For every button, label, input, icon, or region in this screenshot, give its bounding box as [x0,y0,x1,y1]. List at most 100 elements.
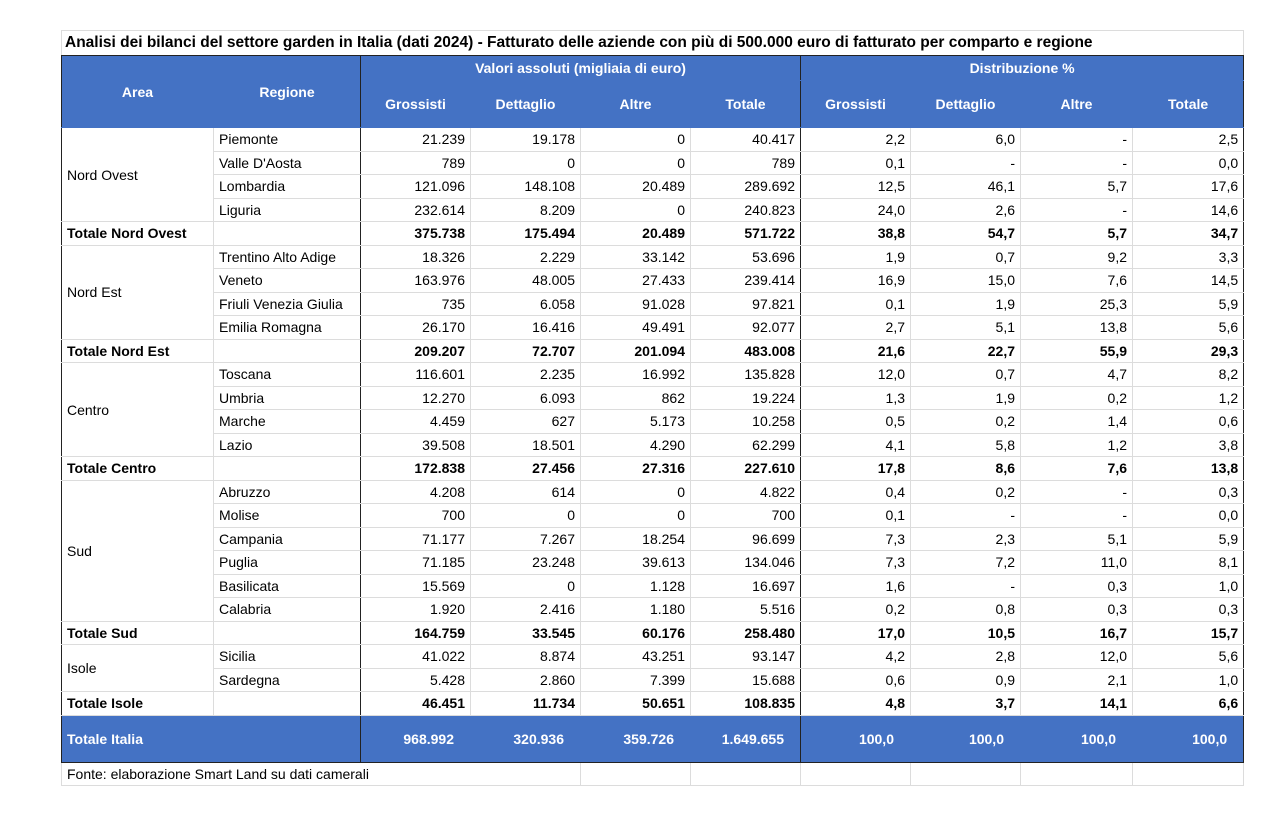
grand-total-label[interactable]: Totale Italia [61,714,361,763]
cell-dettaglio-abs[interactable]: 614 [470,479,581,504]
cell-altre-pct[interactable]: 14,1 [1020,691,1133,716]
cell-dettaglio-pct[interactable]: 54,7 [910,221,1021,246]
area-cell[interactable]: Nord Ovest [61,127,214,222]
cell-grossisti-abs[interactable]: 41.022 [360,644,471,669]
cell-grossisti-abs[interactable]: 172.838 [360,456,471,481]
area-cell[interactable]: Sud [61,479,214,622]
cell-totale-pct[interactable]: 100,0 [1131,714,1245,763]
cell-totale-pct[interactable]: 0,3 [1131,479,1245,504]
cell-dettaglio-abs[interactable]: 0 [470,150,581,175]
cell-altre-abs[interactable]: 0 [580,127,691,152]
cell-totale-abs[interactable]: 483.008 [690,338,801,363]
empty-cell[interactable] [910,761,1021,786]
region-cell[interactable]: Piemonte [213,127,361,152]
cell-grossisti-abs[interactable]: 789 [360,150,471,175]
cell-dettaglio-pct[interactable]: 46,1 [910,174,1021,199]
region-cell[interactable]: Liguria [213,197,361,222]
cell-grossisti-abs[interactable]: 46.451 [360,691,471,716]
cell-dettaglio-pct[interactable]: 7,2 [910,550,1021,575]
total-label[interactable]: Totale Isole [61,691,214,716]
cell-grossisti-pct[interactable]: 4,2 [800,644,911,669]
total-label[interactable]: Totale Nord Est [61,338,214,363]
region-cell[interactable]: Marche [213,409,361,434]
cell-dettaglio-pct[interactable]: 1,9 [910,385,1021,410]
region-cell[interactable]: Molise [213,503,361,528]
cell-totale-pct[interactable]: 0,3 [1131,597,1245,622]
empty-cell[interactable] [690,761,801,786]
cell-totale-abs[interactable]: 93.147 [690,644,801,669]
region-cell[interactable]: Trentino Alto Adige [213,244,361,269]
cell-totale-abs[interactable]: 92.077 [690,315,801,340]
cell-dettaglio-pct[interactable]: 8,6 [910,456,1021,481]
cell-altre-pct[interactable]: 25,3 [1020,291,1133,316]
total-label[interactable]: Totale Sud [61,620,214,645]
cell-totale-abs[interactable]: 53.696 [690,244,801,269]
cell-totale-abs[interactable]: 227.610 [690,456,801,481]
cell-grossisti-pct[interactable]: 38,8 [800,221,911,246]
cell-dettaglio-pct[interactable]: 2,6 [910,197,1021,222]
cell-dettaglio-abs[interactable]: 8.874 [470,644,581,669]
cell-totale-pct[interactable]: 1,0 [1131,573,1245,598]
cell-grossisti-abs[interactable]: 1.920 [360,597,471,622]
cell-grossisti-pct[interactable]: 2,2 [800,127,911,152]
cell-grossisti-abs[interactable]: 15.569 [360,573,471,598]
cell-dettaglio-pct[interactable]: 5,1 [910,315,1021,340]
cell-totale-abs[interactable]: 96.699 [690,526,801,551]
cell-totale-pct[interactable]: 3,3 [1131,244,1245,269]
cell-totale-pct[interactable]: 8,1 [1131,550,1245,575]
cell-altre-pct[interactable]: 5,1 [1020,526,1133,551]
cell-dettaglio-abs[interactable]: 8.209 [470,197,581,222]
cell-dettaglio-pct[interactable]: 100,0 [910,714,1021,763]
cell-dettaglio-pct[interactable]: 2,8 [910,644,1021,669]
cell-grossisti-pct[interactable]: 7,3 [800,526,911,551]
cell-grossisti-abs[interactable]: 209.207 [360,338,471,363]
cell-dettaglio-pct[interactable]: 0,7 [910,362,1021,387]
cell-altre-abs[interactable]: 359.726 [580,714,691,763]
cell-dettaglio-pct[interactable]: 0,8 [910,597,1021,622]
cell-totale-pct[interactable]: 29,3 [1131,338,1245,363]
cell-totale-abs[interactable]: 10.258 [690,409,801,434]
cell-grossisti-pct[interactable]: 2,7 [800,315,911,340]
cell-totale-abs[interactable]: 15.688 [690,667,801,692]
cell-altre-pct[interactable]: 1,2 [1020,432,1133,457]
cell-altre-pct[interactable]: 0,3 [1020,573,1133,598]
cell-dettaglio-pct[interactable]: - [910,503,1021,528]
cell-grossisti-pct[interactable]: 0,2 [800,597,911,622]
cell-grossisti-pct[interactable]: 17,8 [800,456,911,481]
cell-grossisti-abs[interactable]: 39.508 [360,432,471,457]
cell-altre-abs[interactable]: 4.290 [580,432,691,457]
cell-altre-pct[interactable]: 13,8 [1020,315,1133,340]
cell-altre-pct[interactable]: 7,6 [1020,268,1133,293]
cell-dettaglio-abs[interactable]: 0 [470,503,581,528]
cell-totale-abs[interactable]: 108.835 [690,691,801,716]
area-cell[interactable]: Nord Est [61,244,214,340]
cell-totale-pct[interactable]: 0,0 [1131,503,1245,528]
cell-dettaglio-abs[interactable]: 627 [470,409,581,434]
cell-totale-pct[interactable]: 15,7 [1131,620,1245,645]
cell-altre-pct[interactable]: 5,7 [1020,174,1133,199]
cell-dettaglio-pct[interactable]: 3,7 [910,691,1021,716]
cell-grossisti-pct[interactable]: 1,6 [800,573,911,598]
cell-altre-pct[interactable]: 5,7 [1020,221,1133,246]
cell-grossisti-abs[interactable]: 375.738 [360,221,471,246]
region-cell[interactable]: Abruzzo [213,479,361,504]
cell-dettaglio-abs[interactable]: 11.734 [470,691,581,716]
cell-totale-abs[interactable]: 239.414 [690,268,801,293]
cell-dettaglio-abs[interactable]: 18.501 [470,432,581,457]
region-cell[interactable]: Toscana [213,362,361,387]
cell-totale-abs[interactable]: 1.649.655 [690,714,801,763]
cell-totale-pct[interactable]: 6,6 [1131,691,1245,716]
cell-altre-pct[interactable]: 0,3 [1020,597,1133,622]
region-cell[interactable]: Friuli Venezia Giulia [213,291,361,316]
cell-totale-abs[interactable]: 19.224 [690,385,801,410]
cell-totale-pct[interactable]: 14,5 [1131,268,1245,293]
cell-grossisti-abs[interactable]: 164.759 [360,620,471,645]
cell-grossisti-abs[interactable]: 121.096 [360,174,471,199]
region-cell[interactable]: Umbria [213,385,361,410]
source-note[interactable]: Fonte: elaborazione Smart Land su dati c… [61,761,581,786]
cell-altre-abs[interactable]: 50.651 [580,691,691,716]
cell-totale-pct[interactable]: 5,6 [1131,315,1245,340]
cell-dettaglio-pct[interactable]: 0,9 [910,667,1021,692]
cell-altre-pct[interactable]: 9,2 [1020,244,1133,269]
cell-altre-pct[interactable]: 11,0 [1020,550,1133,575]
